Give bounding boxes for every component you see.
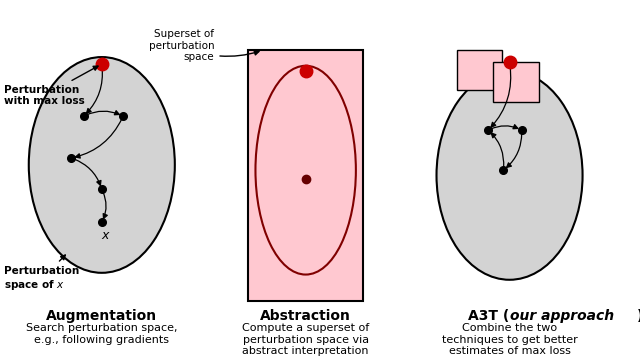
Bar	[248, 50, 363, 301]
Text: Combine the two
techniques to get better
estimates of max loss: Combine the two techniques to get better…	[442, 323, 577, 356]
Ellipse shape	[29, 57, 175, 273]
Text: A3T (: A3T (	[468, 309, 509, 323]
Text: Compute a superset of
perturbation space via
abstract interpretation: Compute a superset of perturbation space…	[242, 323, 369, 356]
Text: Search perturbation space,
e.g., following gradients: Search perturbation space, e.g., followi…	[26, 323, 177, 345]
Text: Perturbation
space of $x$: Perturbation space of $x$	[4, 255, 80, 292]
Text: A3T (⁠our approach⁠): A3T (⁠our approach⁠)	[0, 362, 1, 363]
Text: Perturbation
with max loss: Perturbation with max loss	[4, 66, 98, 106]
Text: $x$: $x$	[101, 229, 111, 242]
Text: Abstraction: Abstraction	[260, 309, 351, 323]
Bar	[493, 62, 539, 102]
Bar	[456, 50, 502, 90]
Text: Superset of
perturbation
space: Superset of perturbation space	[148, 29, 259, 62]
Ellipse shape	[436, 71, 582, 280]
Text: Augmentation: Augmentation	[46, 309, 157, 323]
Text: our approach: our approach	[509, 309, 614, 323]
Text: ): )	[637, 309, 640, 323]
